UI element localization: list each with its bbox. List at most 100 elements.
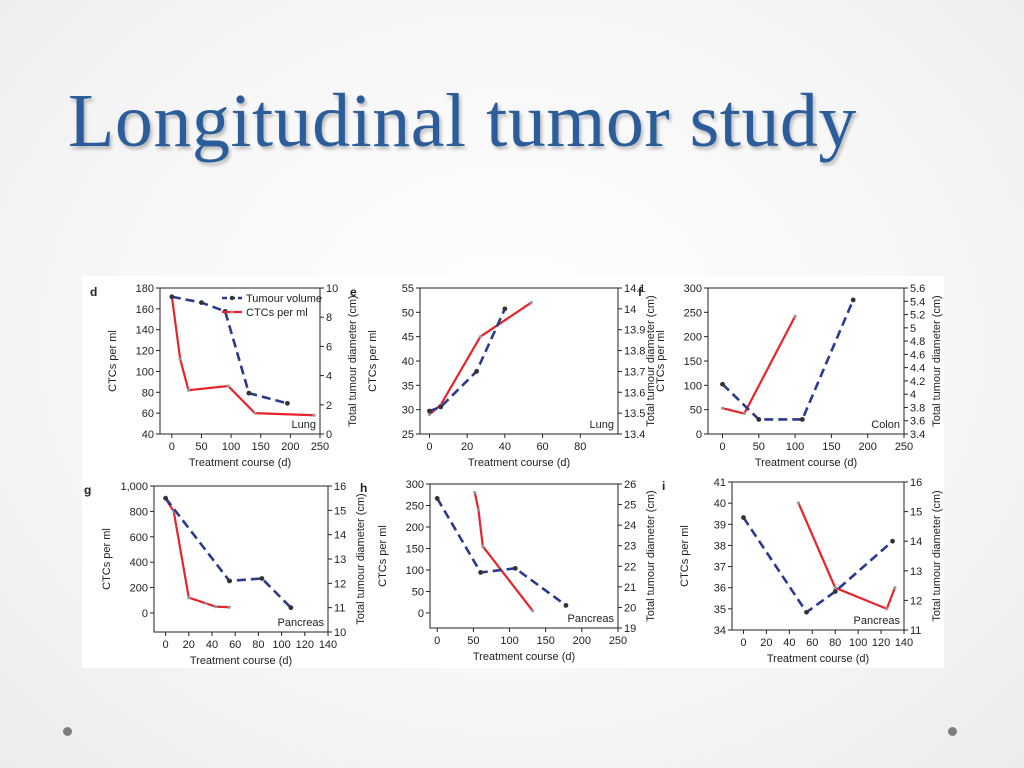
y-tick-label: 200 (684, 332, 702, 344)
tumour-data-point (741, 515, 746, 520)
tumour-data-point (832, 589, 838, 594)
y-tick-label: 150 (684, 356, 702, 368)
y-tick-label: 250 (684, 307, 702, 319)
x-tick-label: 50 (753, 441, 765, 453)
x-tick-label: 250 (311, 441, 329, 453)
x-tick-label: 200 (281, 441, 299, 453)
ctc-data-point (793, 314, 797, 318)
tumour-series-line (721, 299, 855, 421)
y2-tick-label: 26 (624, 479, 636, 491)
y-tick-label: 800 (130, 506, 148, 518)
tumour-data-point (756, 417, 762, 422)
y-tick-label: 600 (130, 532, 148, 544)
x-tick-label: 100 (500, 635, 518, 647)
y2-tick-label: 3.6 (910, 416, 925, 428)
y2-tick-label: 13.6 (624, 387, 645, 399)
x-tick-label: 80 (252, 639, 264, 651)
y2-tick-label: 14 (334, 530, 346, 542)
y-tick-label: 140 (136, 325, 154, 337)
x-tick-label: 80 (574, 441, 586, 453)
x-axis-label: Treatment course (d) (767, 653, 869, 665)
y2-tick-label: 12 (334, 578, 346, 590)
x-tick-label: 150 (822, 441, 840, 453)
tumour-data-point (259, 576, 265, 581)
y2-tick-label: 23 (624, 541, 636, 553)
y-tick-label: 300 (684, 283, 702, 295)
ctc-data-point (227, 605, 231, 609)
y2-tick-label: 4 (326, 371, 332, 383)
nav-next-dot-icon[interactable] (948, 727, 957, 736)
panel-letter: g (84, 483, 91, 497)
y-axis-label: CTCs per ml (655, 330, 667, 392)
x-tick-label: 200 (859, 441, 877, 453)
y-tick-label: 150 (406, 543, 424, 555)
tumour-data-point (199, 300, 204, 305)
y2-tick-label: 11 (334, 603, 345, 615)
tumour-data-point (850, 297, 856, 303)
ctc-data-point (473, 490, 477, 495)
y2-tick-label: 2 (326, 400, 332, 412)
chart-panel-i: i 34 35 36 37 38 39 40 41 11 12 13 14 15 16 0 20 40 60 80 10… (662, 477, 943, 665)
y2-tick-label: 13.5 (624, 408, 645, 420)
ctc-data-point (186, 388, 191, 392)
y2-tick-label: 5 (910, 323, 916, 335)
x-axis-label: Treatment course (d) (473, 651, 575, 663)
y2-tick-label: 14 (624, 304, 636, 316)
plot-frame (429, 483, 619, 629)
tumour-data-point (288, 605, 294, 611)
y-tick-label: 120 (136, 346, 154, 358)
y-axis-label: CTCs per ml (101, 528, 113, 590)
x-axis-label: Treatment course (d) (755, 457, 857, 469)
y2-axis-label: Total tumour diameter (cm) (645, 295, 657, 426)
plot-frame (153, 485, 329, 633)
tumour-data-point (427, 408, 432, 414)
tumour-series-line (436, 497, 567, 607)
y-tick-label: 50 (690, 405, 702, 417)
ctc-data-point (253, 411, 257, 415)
panel-letter: f (638, 285, 643, 299)
y2-axis-label: Total tumour diameter (cm) (347, 295, 359, 426)
y2-tick-label: 0 (326, 429, 332, 441)
y2-tick-label: 8 (326, 312, 332, 324)
y2-tick-label: 13.7 (624, 366, 645, 378)
ctc-data-point (427, 412, 432, 417)
tumour-data-point (799, 417, 805, 422)
y-tick-label: 50 (402, 307, 414, 319)
y2-tick-label: 4.6 (910, 349, 925, 361)
y2-tick-label: 5.6 (910, 283, 925, 295)
y-tick-label: 39 (714, 519, 726, 531)
y2-tick-label: 10 (326, 283, 338, 295)
legend-tumour-marker (229, 295, 235, 301)
nav-prev-dot-icon[interactable] (63, 727, 72, 736)
y2-tick-label: 5.4 (910, 296, 925, 308)
y-tick-label: 55 (402, 283, 414, 295)
tumour-series-line (428, 308, 507, 413)
y-tick-label: 80 (142, 387, 154, 399)
chart-legend: Tumour volume CTCs per ml (222, 293, 322, 319)
y2-axis-label: Total tumour diameter (cm) (645, 490, 657, 621)
x-tick-label: 100 (849, 637, 867, 649)
x-tick-label: 150 (252, 441, 270, 453)
tumour-data-point (169, 294, 175, 300)
x-tick-label: 20 (760, 637, 772, 649)
y2-tick-label: 10 (334, 627, 346, 639)
y-tick-label: 40 (142, 429, 154, 441)
y-tick-label: 35 (714, 604, 726, 616)
y-tick-label: 40 (402, 356, 414, 368)
tumour-data-point (434, 496, 440, 501)
y-tick-label: 40 (714, 498, 726, 510)
x-tick-label: 60 (229, 639, 241, 651)
x-tick-label: 250 (895, 441, 913, 453)
x-tick-label: 40 (206, 639, 218, 651)
slide-title: Longitudinal tumor study (68, 79, 857, 163)
y-tick-label: 0 (696, 429, 702, 441)
y-axis-label: CTCs per ml (377, 525, 389, 587)
y2-axis-label: Total tumour diameter (cm) (931, 295, 943, 426)
y-tick-label: 100 (684, 380, 702, 392)
y-tick-label: 25 (402, 429, 414, 441)
y2-tick-label: 11 (910, 625, 921, 637)
y-tick-label: 30 (402, 405, 414, 417)
panel-letter: e (350, 285, 357, 299)
y-tick-label: 400 (130, 557, 148, 569)
